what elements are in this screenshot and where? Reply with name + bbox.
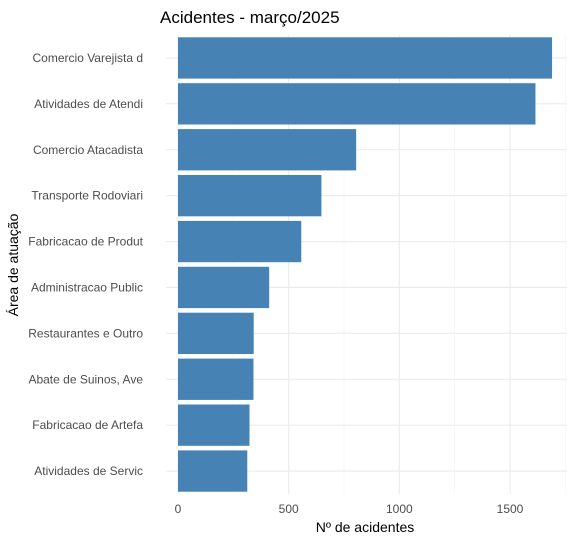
bar-5 <box>178 220 302 263</box>
bar-8 <box>178 358 254 400</box>
y-tick-label: Comercio Varejista d <box>33 51 143 65</box>
chart-title: Acidentes - março/2025 <box>160 8 340 27</box>
y-tick-label: Restaurantes e Outro <box>28 326 143 340</box>
x-tick-labels: 0 500 1000 1500 <box>175 502 524 516</box>
bar-2 <box>178 83 536 125</box>
bar-3 <box>178 129 357 171</box>
x-tick-label: 0 <box>175 502 182 516</box>
y-tick-label: Comercio Atacadista <box>33 143 143 157</box>
y-tick-labels: Comercio Varejista d Atividades de Atendi… <box>28 51 143 478</box>
bar-7 <box>178 312 254 355</box>
y-tick-label: Fabricacao de Artefa <box>32 418 143 432</box>
bars <box>178 37 553 492</box>
bar-4 <box>178 174 322 217</box>
x-tick-label: 500 <box>279 502 299 516</box>
x-tick-label: 1000 <box>386 502 413 516</box>
bar-6 <box>178 266 270 309</box>
bar-1 <box>178 37 553 79</box>
y-tick-label: Fabricacao de Produt <box>28 235 143 249</box>
y-tick-label: Abate de Suinos, Ave <box>28 372 143 386</box>
x-tick-label: 1500 <box>497 502 524 516</box>
y-tick-label: Transporte Rodoviari <box>31 189 143 203</box>
y-axis-title: Área de atuação <box>5 213 21 316</box>
bar-10 <box>178 450 248 492</box>
x-axis-title: Nº de acidentes <box>316 519 415 535</box>
y-tick-label: Atividades de Servic <box>34 464 143 478</box>
bar-9 <box>178 404 250 446</box>
y-tick-label: Administracao Public <box>31 280 143 294</box>
y-tick-label: Atividades de Atendi <box>34 97 143 111</box>
